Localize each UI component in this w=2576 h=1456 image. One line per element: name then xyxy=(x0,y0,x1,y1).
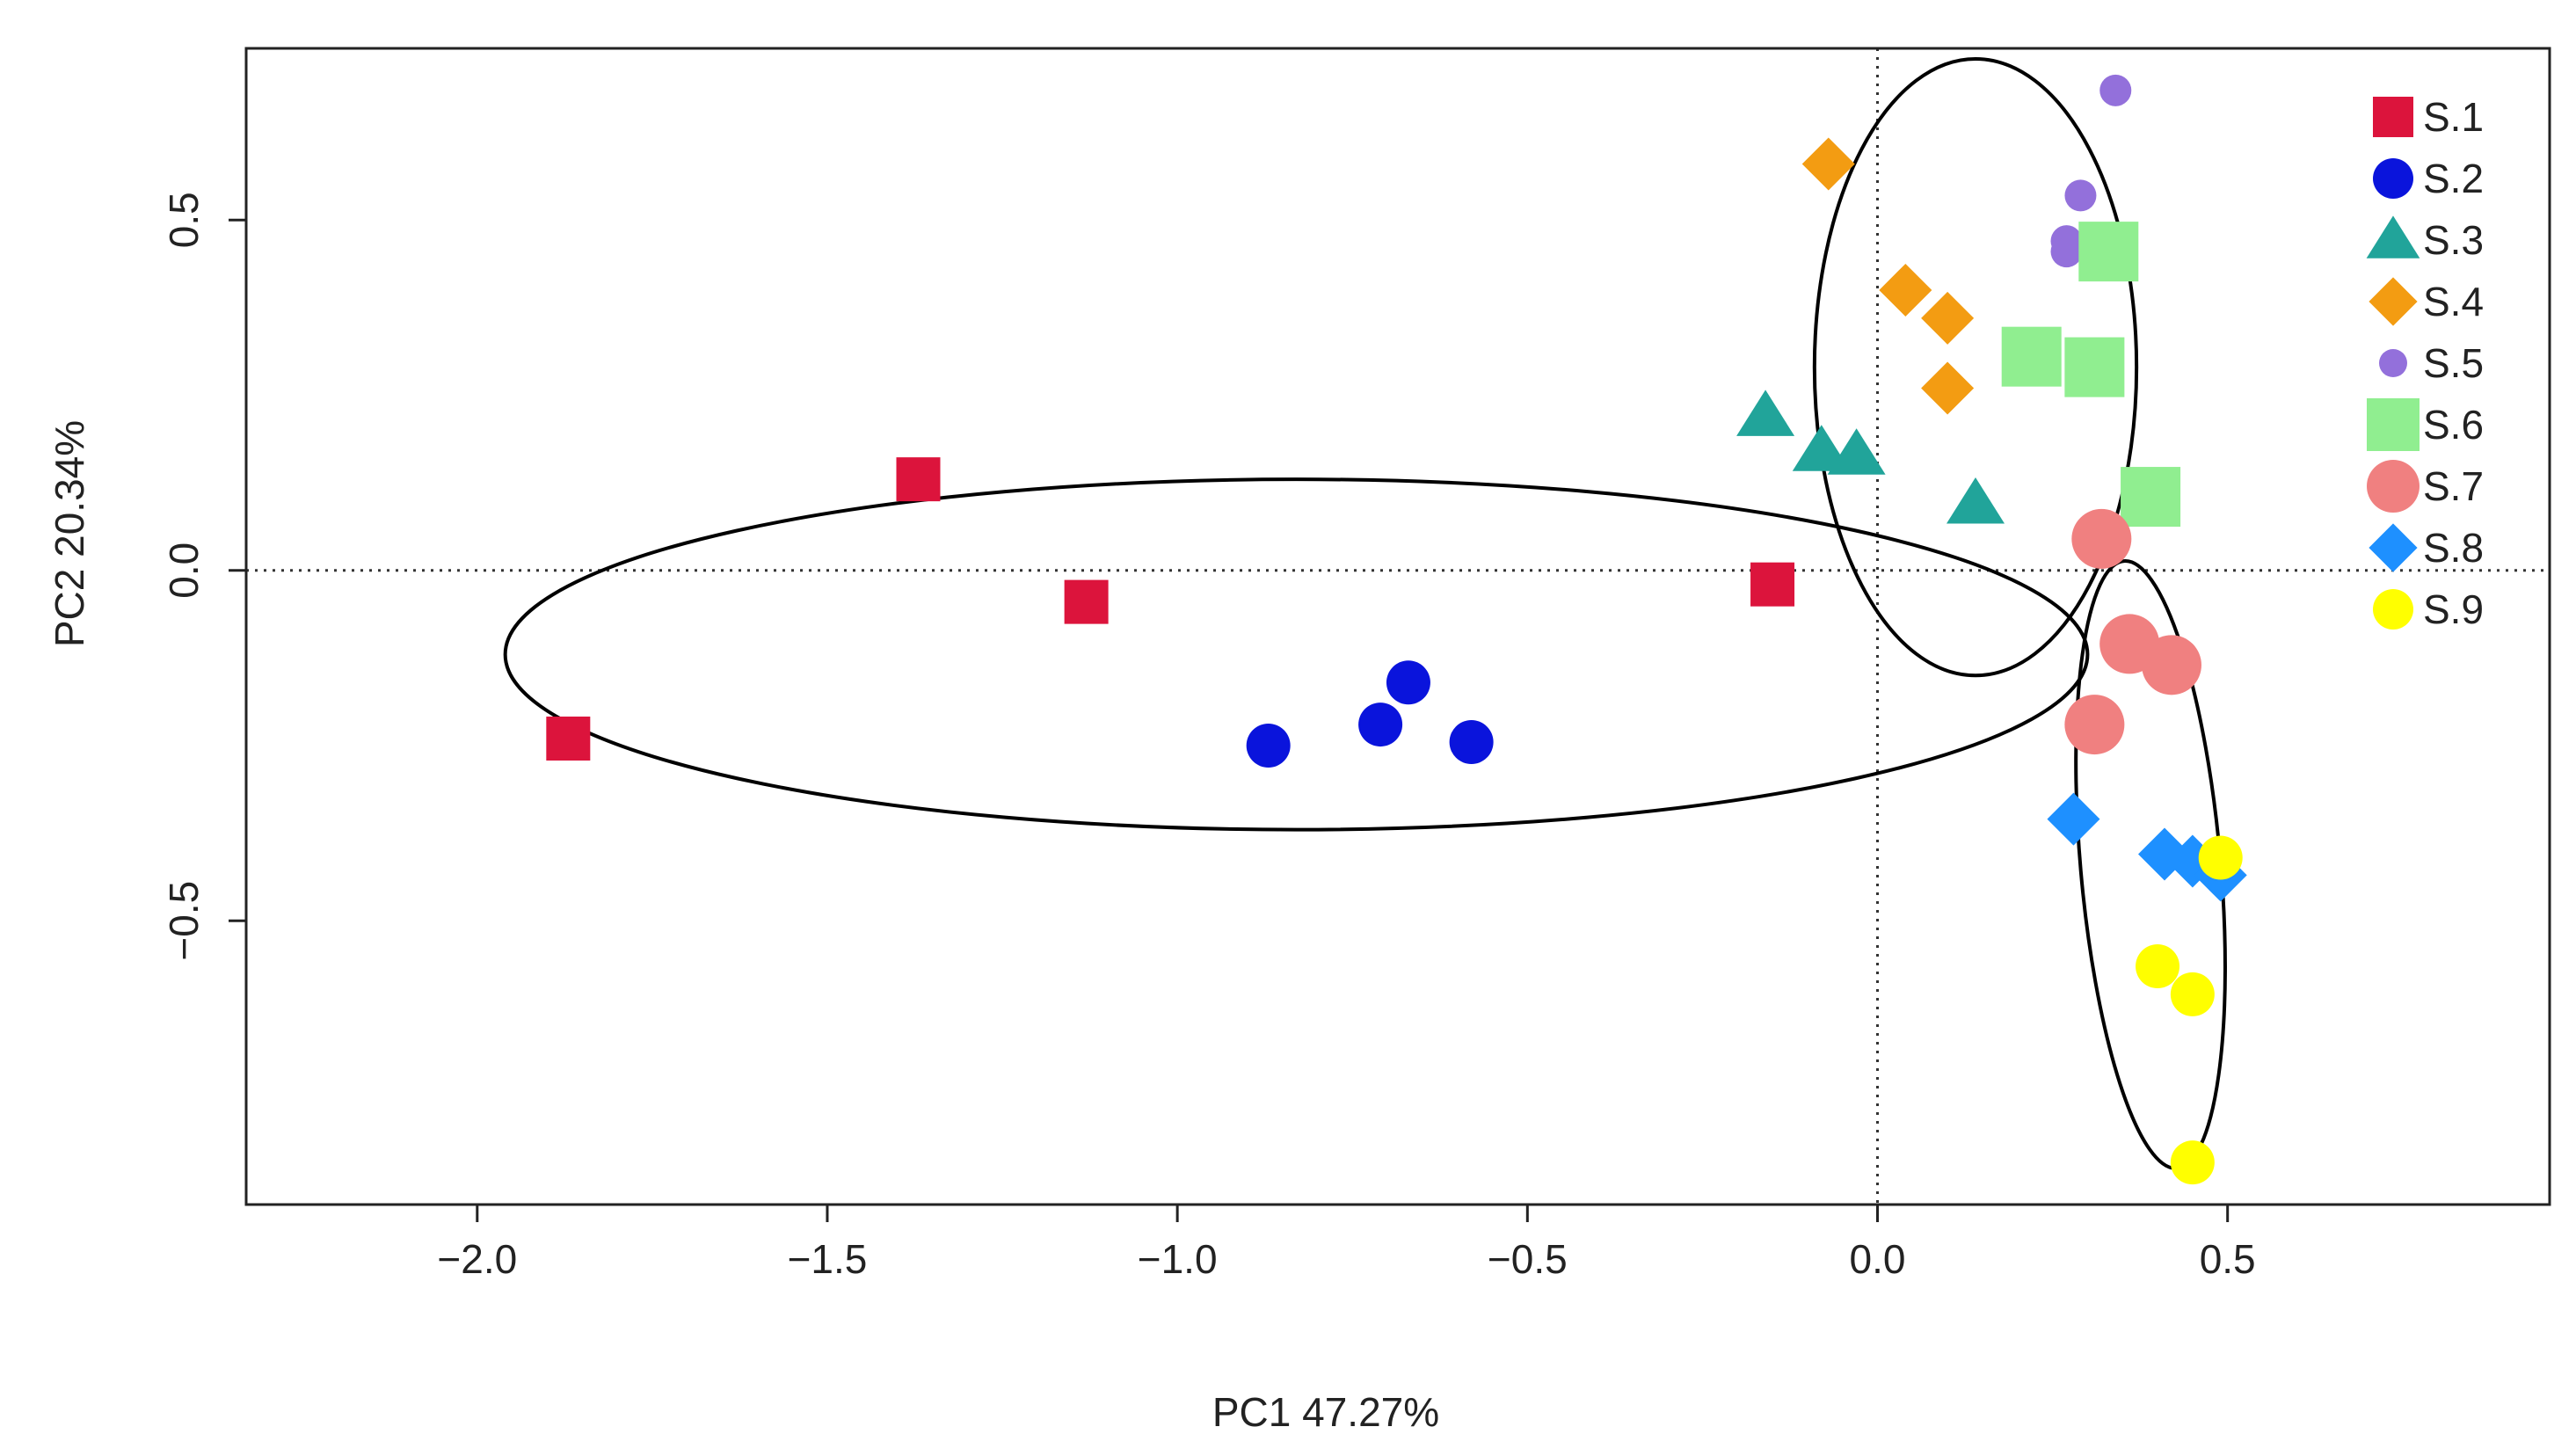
point-s6 xyxy=(2001,326,2062,387)
point-s1 xyxy=(1750,562,1795,607)
point-s3 xyxy=(1946,477,2005,524)
point-s2 xyxy=(1386,660,1430,705)
legend-label-s9: S.9 xyxy=(2423,586,2484,632)
point-s9 xyxy=(2136,944,2180,989)
point-s6 xyxy=(2121,467,2181,528)
legend-label-s8: S.8 xyxy=(2423,525,2484,571)
point-s5 xyxy=(2099,74,2132,106)
point-s4 xyxy=(1921,291,1975,345)
point-s7 xyxy=(2071,508,2132,569)
x-tick-label: −2.0 xyxy=(437,1236,517,1282)
x-axis: −2.0 −1.5 −1.0 −0.5 0.0 0.5 xyxy=(437,1203,2256,1282)
x-tick-label: 0.0 xyxy=(1850,1236,1906,1282)
x-tick-label: −0.5 xyxy=(1488,1236,1568,1282)
legend-marker-s7 xyxy=(2367,460,2420,513)
point-s9 xyxy=(2170,1140,2215,1185)
point-s7 xyxy=(2064,695,2125,755)
legend-marker-s8 xyxy=(2369,523,2418,572)
reference-lines xyxy=(246,48,2550,1205)
ellipse-group-2 xyxy=(1812,56,2139,678)
y-tick-label: 0.5 xyxy=(161,192,207,248)
point-s1 xyxy=(546,717,591,761)
point-s6 xyxy=(2064,337,2125,397)
point-s9 xyxy=(2170,972,2215,1016)
x-tick-label: −1.0 xyxy=(1138,1236,1218,1282)
legend-label-s5: S.5 xyxy=(2423,340,2484,386)
x-tick-label: 0.5 xyxy=(2200,1236,2256,1282)
point-s9 xyxy=(2198,835,2243,880)
legend-label-s6: S.6 xyxy=(2423,402,2484,448)
y-axis-title: PC2 20.34% xyxy=(47,420,92,647)
point-s2 xyxy=(1449,720,1494,764)
legend-label-s7: S.7 xyxy=(2423,463,2484,509)
legend-label-s4: S.4 xyxy=(2423,279,2484,324)
x-axis-title: PC1 47.27% xyxy=(1212,1389,1439,1435)
point-s1 xyxy=(1064,579,1109,624)
legend-marker-s6 xyxy=(2367,398,2420,451)
y-tick-label: −0.5 xyxy=(161,881,207,961)
point-s4 xyxy=(1921,361,1975,415)
point-s1 xyxy=(896,457,941,502)
legend-marker-s4 xyxy=(2369,277,2418,326)
point-s2 xyxy=(1358,703,1403,747)
legend-marker-s3 xyxy=(2366,215,2420,258)
legend-marker-s5 xyxy=(2379,349,2407,377)
point-s4 xyxy=(1879,263,1932,317)
legend-label-s3: S.3 xyxy=(2423,217,2484,263)
point-s4 xyxy=(1801,137,1855,191)
legend-marker-s1 xyxy=(2373,97,2413,137)
point-s5 xyxy=(2064,179,2097,212)
legend-label-s1: S.1 xyxy=(2423,94,2484,140)
point-s6 xyxy=(2078,222,2139,282)
ellipse-group-1 xyxy=(503,477,2090,832)
legend: S.1 S.2 S.3 S.4 S.5 S.6 S.7 S.8 S.9 xyxy=(2366,94,2484,632)
point-s3 xyxy=(1827,428,1886,475)
point-s8 xyxy=(2047,792,2100,846)
point-s3 xyxy=(1792,425,1851,471)
point-s5 xyxy=(2050,236,2083,268)
x-tick-label: −1.5 xyxy=(788,1236,868,1282)
y-axis: 0.5 0.0 −0.5 xyxy=(161,192,248,961)
point-s2 xyxy=(1246,723,1291,768)
point-s7 xyxy=(2141,635,2201,695)
legend-marker-s9 xyxy=(2373,589,2413,630)
legend-marker-s2 xyxy=(2373,158,2413,199)
y-tick-label: 0.0 xyxy=(161,542,207,599)
data-points xyxy=(546,74,2247,1185)
point-s3 xyxy=(1736,389,1795,436)
legend-label-s2: S.2 xyxy=(2423,156,2484,201)
